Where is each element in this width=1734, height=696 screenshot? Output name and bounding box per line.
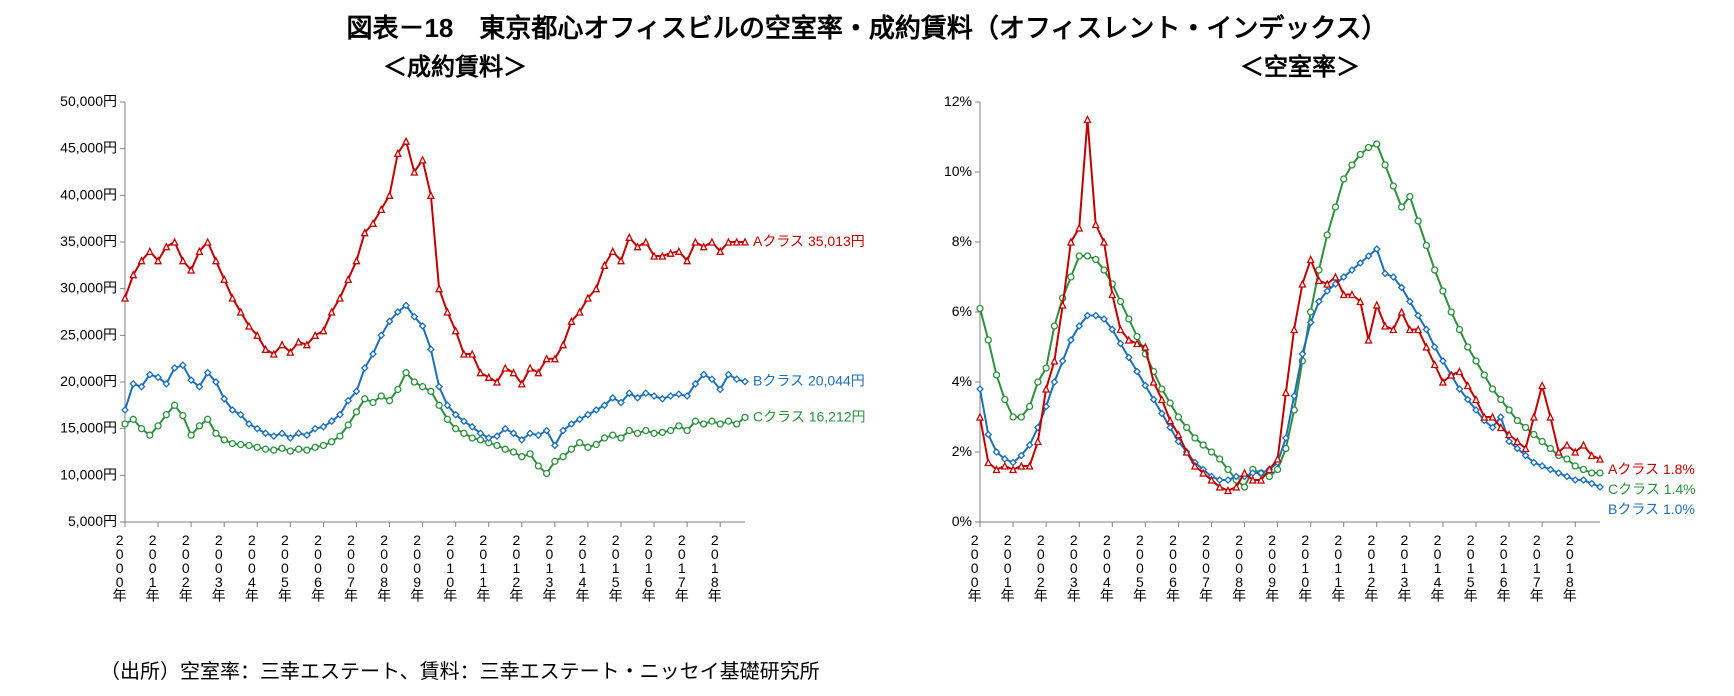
svg-text:50,000円: 50,000円 (60, 93, 117, 109)
right-subtitle: ＜空室率＞ (890, 47, 1710, 82)
svg-text:2014年: 2014年 (1430, 532, 1446, 602)
svg-text:2008年: 2008年 (1231, 532, 1247, 602)
svg-text:2000年: 2000年 (967, 532, 983, 602)
svg-text:Bクラス 20,044円: Bクラス 20,044円 (753, 373, 865, 389)
main-title: 図表－18 東京都心オフィスビルの空室率・成約賃料（オフィスレント・インデックス… (20, 8, 1714, 45)
svg-text:2005年: 2005年 (1132, 532, 1148, 602)
svg-text:2004年: 2004年 (244, 532, 260, 602)
svg-text:Cクラス 1.4%: Cクラス 1.4% (1608, 481, 1696, 497)
svg-text:2009年: 2009年 (1264, 532, 1280, 602)
svg-text:Cクラス 16,212円: Cクラス 16,212円 (753, 408, 866, 424)
svg-text:2018年: 2018年 (707, 532, 723, 602)
svg-text:2%: 2% (952, 443, 972, 459)
svg-text:2015年: 2015年 (1463, 532, 1479, 602)
svg-text:45,000円: 45,000円 (60, 140, 117, 156)
svg-text:2015年: 2015年 (608, 532, 624, 602)
svg-text:2005年: 2005年 (277, 532, 293, 602)
svg-text:2004年: 2004年 (1099, 532, 1115, 602)
svg-text:20,000円: 20,000円 (60, 373, 117, 389)
svg-text:6%: 6% (952, 303, 972, 319)
svg-text:2016年: 2016年 (641, 532, 657, 602)
charts-row: 5,000円 10,000円 15,000円 20,000円 25,000円 30,000… (20, 82, 1714, 612)
svg-text:2003年: 2003年 (211, 532, 227, 602)
svg-text:2007年: 2007年 (1198, 532, 1214, 602)
svg-text:8%: 8% (952, 233, 972, 249)
svg-text:40,000円: 40,000円 (60, 186, 117, 202)
svg-text:2001年: 2001年 (145, 532, 161, 602)
rent-chart-cell: 5,000円 10,000円 15,000円 20,000円 25,000円 30,000… (20, 82, 900, 612)
svg-text:2013年: 2013年 (1396, 532, 1412, 602)
svg-text:2010年: 2010年 (442, 532, 458, 602)
svg-text:2009年: 2009年 (409, 532, 425, 602)
svg-text:2010年: 2010年 (1297, 532, 1313, 602)
svg-text:2017年: 2017年 (1529, 532, 1545, 602)
page: 図表－18 東京都心オフィスビルの空室率・成約賃料（オフィスレント・インデックス… (0, 0, 1734, 696)
svg-text:Aクラス 1.8%: Aクラス 1.8% (1608, 461, 1695, 477)
svg-text:2008年: 2008年 (376, 532, 392, 602)
svg-text:12%: 12% (944, 93, 972, 109)
svg-text:2003年: 2003年 (1066, 532, 1082, 602)
svg-text:25,000円: 25,000円 (60, 326, 117, 342)
svg-text:2002年: 2002年 (178, 532, 194, 602)
svg-text:2006年: 2006年 (310, 532, 326, 602)
vacancy-chart: 0% 2% 4% 6% 8% 10% 12% 2000年 2001年 2002年 2003年 2004… (910, 82, 1730, 612)
svg-text:0%: 0% (952, 513, 972, 529)
svg-text:2011年: 2011年 (475, 532, 491, 602)
svg-text:2012年: 2012年 (1363, 532, 1379, 602)
svg-text:2017年: 2017年 (674, 532, 690, 602)
subtitles-row: ＜成約賃料＞ ＜空室率＞ (20, 47, 1714, 82)
svg-text:15,000円: 15,000円 (60, 420, 117, 436)
svg-text:30,000円: 30,000円 (60, 280, 117, 296)
svg-text:Bクラス 1.0%: Bクラス 1.0% (1608, 501, 1695, 517)
svg-text:35,000円: 35,000円 (60, 233, 117, 249)
svg-text:2016年: 2016年 (1496, 532, 1512, 602)
svg-text:2000年: 2000年 (112, 532, 128, 602)
svg-text:2002年: 2002年 (1033, 532, 1049, 602)
svg-text:2014年: 2014年 (575, 532, 591, 602)
svg-text:2006年: 2006年 (1165, 532, 1181, 602)
svg-text:10,000円: 10,000円 (60, 466, 117, 482)
rent-chart: 5,000円 10,000円 15,000円 20,000円 25,000円 30,000… (20, 82, 900, 612)
svg-text:5,000円: 5,000円 (68, 513, 117, 529)
svg-text:2013年: 2013年 (541, 532, 557, 602)
svg-text:2012年: 2012年 (508, 532, 524, 602)
footnote: （出所）空室率：三幸エステート、賃料：三幸エステート・ニッセイ基礎研究所 (100, 655, 820, 684)
svg-text:2001年: 2001年 (1000, 532, 1016, 602)
svg-text:Aクラス 35,013円: Aクラス 35,013円 (753, 233, 865, 249)
svg-text:2018年: 2018年 (1562, 532, 1578, 602)
svg-text:2011年: 2011年 (1330, 532, 1346, 602)
svg-text:10%: 10% (944, 163, 972, 179)
left-subtitle: ＜成約賃料＞ (20, 47, 890, 82)
vacancy-chart-cell: 0% 2% 4% 6% 8% 10% 12% 2000年 2001年 2002年 2003年 2004… (910, 82, 1730, 612)
svg-text:4%: 4% (952, 373, 972, 389)
svg-text:2007年: 2007年 (343, 532, 359, 602)
